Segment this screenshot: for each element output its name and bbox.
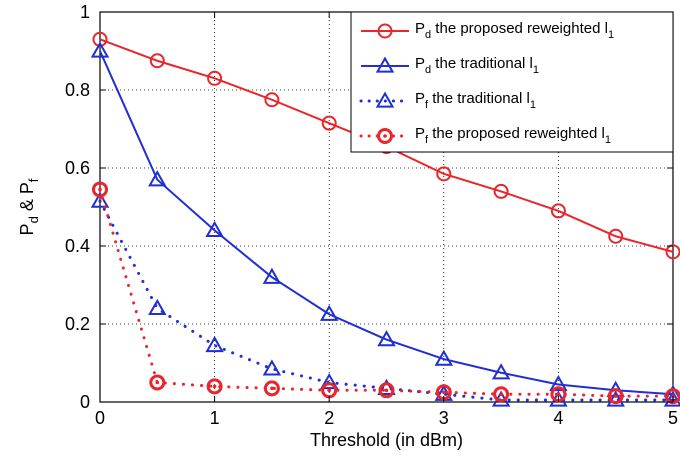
legend-marker xyxy=(375,56,395,73)
legend-box xyxy=(350,11,674,153)
y-tick-label: 0.2 xyxy=(65,314,90,334)
data-point xyxy=(436,166,452,182)
y-label-sub-d: d xyxy=(26,216,41,223)
data-point xyxy=(493,386,510,403)
x-tick-label: 5 xyxy=(668,408,678,428)
x-axis-label: Threshold (in dBm) xyxy=(310,430,463,450)
x-tick-label: 0 xyxy=(95,408,105,428)
legend-marker xyxy=(377,128,393,144)
data-point xyxy=(434,349,454,366)
legend-label: Pf the traditional l1 xyxy=(415,90,536,111)
y-tick-label: 0.4 xyxy=(65,236,90,256)
y-tick-label: 0.6 xyxy=(65,158,90,178)
x-tick-label: 2 xyxy=(324,408,334,428)
data-point xyxy=(262,359,282,376)
data-point xyxy=(264,92,280,108)
data-point xyxy=(549,374,568,392)
legend-marker xyxy=(375,91,395,108)
data-point xyxy=(378,382,395,399)
data-point xyxy=(149,53,165,69)
y-axis-label: Pd & Pf xyxy=(17,178,41,235)
data-point xyxy=(550,203,566,219)
ticks: 0 1 2 3 4 5 0 0.2 0.4 0.6 0.8 1 xyxy=(65,2,678,428)
data-point xyxy=(90,191,110,208)
data-point xyxy=(90,41,110,58)
y-tick-label: 1 xyxy=(80,2,90,22)
legend-entry-3: Pf the traditional l1 xyxy=(359,90,536,111)
data-point xyxy=(92,31,108,47)
legend-marker xyxy=(377,23,393,39)
y-label-sub-f: f xyxy=(26,178,41,182)
x-tick-label: 1 xyxy=(210,408,220,428)
y-label-mid: & P xyxy=(17,182,37,216)
data-point xyxy=(606,390,625,407)
series-layer xyxy=(90,31,680,407)
y-tick-label: 0 xyxy=(80,392,90,412)
data-point xyxy=(319,304,339,321)
legend-entry-4: Pf the proposed reweighted l1 xyxy=(359,125,611,146)
data-point xyxy=(377,378,396,395)
data-point xyxy=(148,170,167,187)
data-point xyxy=(321,115,337,131)
data-point xyxy=(92,181,108,198)
data-point xyxy=(206,378,223,395)
data-point xyxy=(205,335,224,353)
data-point xyxy=(607,388,624,405)
data-point xyxy=(148,298,167,316)
data-point xyxy=(493,183,509,199)
legend: Pd the proposed reweighted l1 Pd the trad… xyxy=(350,11,674,153)
x-tick-label: 3 xyxy=(439,408,449,428)
data-point xyxy=(663,390,680,407)
y-tick-label: 0.8 xyxy=(65,80,90,100)
legend-entry-1: Pd the proposed reweighted l1 xyxy=(361,20,614,41)
data-point xyxy=(608,228,624,244)
data-point xyxy=(377,330,396,347)
data-point xyxy=(263,380,280,397)
data-point xyxy=(207,70,223,86)
legend-label: Pd the proposed reweighted l1 xyxy=(415,20,614,41)
data-point xyxy=(149,374,166,391)
legend-label: Pf the proposed reweighted l1 xyxy=(415,125,611,146)
legend-entry-2: Pd the traditional l1 xyxy=(361,55,539,76)
series-line xyxy=(99,50,674,396)
legend-label: Pd the traditional l1 xyxy=(415,55,539,76)
data-point xyxy=(205,220,224,238)
data-point xyxy=(319,372,339,390)
x-tick-label: 4 xyxy=(553,408,563,428)
data-point xyxy=(262,267,282,284)
data-point xyxy=(491,363,511,380)
y-label-p1: P xyxy=(17,223,37,235)
